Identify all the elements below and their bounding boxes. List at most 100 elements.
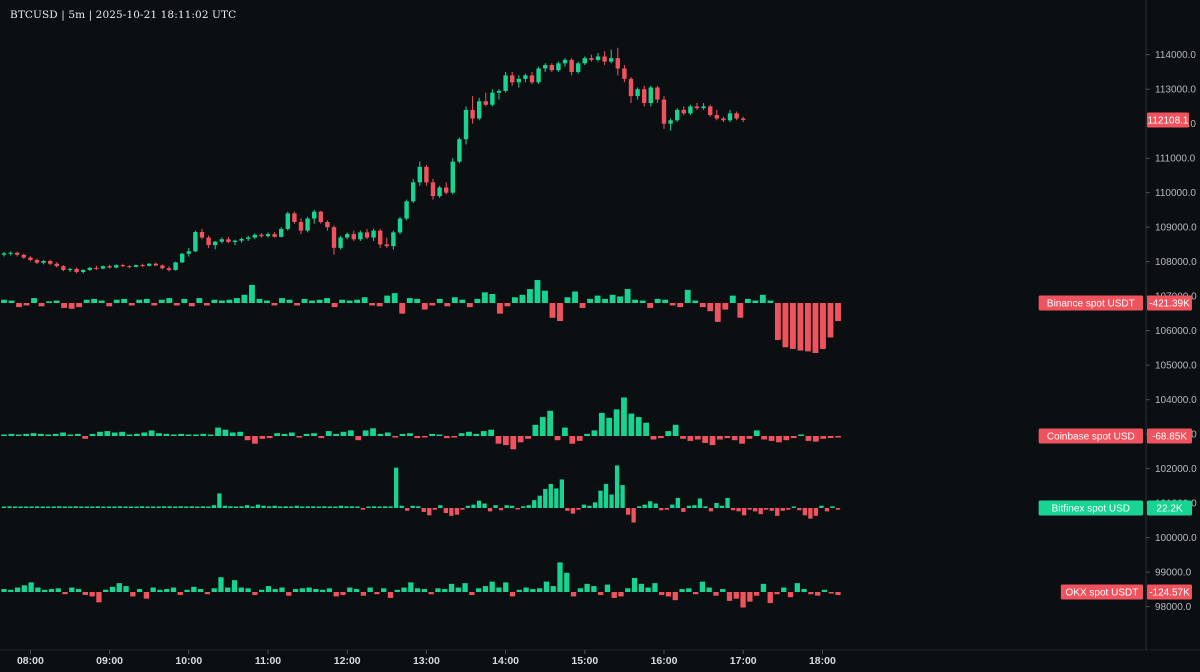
flow-bar <box>377 506 382 508</box>
flow-bar <box>1 589 7 592</box>
flow-bar <box>602 298 609 303</box>
flow-bar <box>121 298 128 303</box>
flow-bar <box>91 298 98 303</box>
flow-bar <box>306 587 312 592</box>
flow-bar <box>84 506 90 508</box>
flow-bar <box>429 303 436 306</box>
flow-bar <box>101 506 106 508</box>
candle-body <box>252 234 257 238</box>
candle-body <box>589 58 594 60</box>
flow-bar <box>717 436 723 440</box>
flow-bar <box>442 589 448 592</box>
flow-bar <box>653 503 658 508</box>
flow-bar <box>237 431 244 436</box>
y-tick-label: 98000.0 <box>1155 602 1192 613</box>
flow-bar <box>414 588 421 592</box>
flow-bar <box>303 433 310 436</box>
flow-bar <box>489 293 496 303</box>
flow-bar <box>530 589 536 592</box>
flow-bar <box>21 585 27 592</box>
flow-bar <box>648 501 653 508</box>
flow-bar <box>326 588 333 592</box>
flow-bar <box>305 506 310 508</box>
flow-bar <box>30 433 37 436</box>
flow-bar <box>189 506 194 508</box>
flow-bar <box>8 433 15 436</box>
flow-bar <box>170 587 177 592</box>
flow-bar <box>421 303 428 310</box>
x-tick-label: 08:00 <box>17 655 44 667</box>
flow-bar <box>211 588 217 592</box>
candle-body <box>523 75 528 79</box>
flow-bar <box>713 592 719 596</box>
candle-body <box>107 266 112 268</box>
flow-bar <box>416 506 421 508</box>
flow-bar <box>200 506 205 508</box>
flow-bar <box>252 436 258 444</box>
flow-bar <box>394 589 400 592</box>
flow-bar <box>798 434 804 436</box>
flow-bar <box>659 592 665 595</box>
candle-body <box>510 75 515 83</box>
flow-name-tag <box>1038 500 1143 516</box>
flow-bar <box>613 409 620 436</box>
flow-name-tag <box>1038 428 1143 444</box>
flow-bar <box>34 506 40 508</box>
flow-bar <box>487 508 493 512</box>
candle-body <box>675 109 680 121</box>
flow-bar <box>266 436 273 439</box>
flow-bar <box>399 505 404 508</box>
candle-body <box>615 58 620 69</box>
flow-bar <box>29 506 34 508</box>
flow-bar <box>752 300 759 303</box>
flow-bar <box>631 508 636 523</box>
flow-bar <box>286 299 293 303</box>
flow-bar <box>354 299 361 303</box>
flow-bar <box>554 488 559 508</box>
flow-bar <box>435 588 441 592</box>
flow-bar <box>776 436 782 443</box>
flow-bar <box>820 303 826 349</box>
flow-bar <box>730 508 736 511</box>
flow-bar <box>301 298 308 303</box>
flow-bar <box>244 505 250 508</box>
flow-bar <box>650 436 657 440</box>
flow-bar <box>488 429 494 436</box>
flow-bar <box>709 436 716 446</box>
candle-body <box>437 187 442 197</box>
flow-bar <box>98 300 105 303</box>
flow-bar <box>509 592 516 597</box>
flow-bar <box>222 429 229 436</box>
flow-bar <box>436 298 443 303</box>
flow-bar <box>516 589 522 592</box>
flow-bar <box>557 562 563 592</box>
flow-bar <box>195 506 200 508</box>
flow-bar <box>606 417 613 436</box>
flow-bar <box>23 433 30 436</box>
flow-bar <box>675 497 680 508</box>
flow-bar <box>471 504 476 508</box>
flow-bar <box>294 303 300 306</box>
flow-bar <box>349 506 355 508</box>
flow-bar <box>443 436 450 439</box>
flow-bar <box>672 592 678 601</box>
flow-bar <box>340 592 346 595</box>
flow-bar <box>281 433 288 436</box>
flow-bar <box>532 500 537 508</box>
flow-bar <box>52 433 59 436</box>
candle-body <box>331 227 337 248</box>
candle-body <box>602 56 607 62</box>
flow-bar <box>188 303 195 307</box>
flow-bar <box>388 506 393 508</box>
flow-bar <box>164 589 170 592</box>
flow-bar <box>74 433 81 436</box>
flow-bar <box>521 506 526 508</box>
flow-bar <box>123 506 128 508</box>
flow-bar <box>158 299 165 303</box>
flow-bar <box>222 505 228 508</box>
flow-bar <box>325 431 332 436</box>
flow-bar <box>489 581 495 592</box>
flow-bar <box>150 506 156 508</box>
flow-bar <box>299 588 305 592</box>
flow-bar <box>769 508 774 511</box>
